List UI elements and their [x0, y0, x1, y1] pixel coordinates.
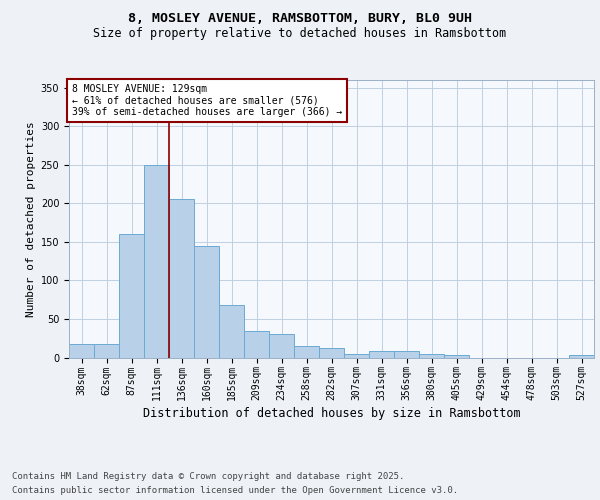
Bar [394, 352, 419, 358]
Bar [169, 200, 194, 358]
Bar [419, 354, 444, 358]
Bar [319, 348, 344, 358]
Bar [119, 234, 144, 358]
Bar [294, 346, 319, 358]
Bar [194, 246, 219, 358]
Bar [369, 352, 394, 358]
Bar [69, 344, 94, 357]
Bar [219, 305, 244, 358]
Bar [144, 165, 169, 358]
Bar [444, 355, 469, 358]
Text: Size of property relative to detached houses in Ramsbottom: Size of property relative to detached ho… [94, 28, 506, 40]
Bar [569, 355, 594, 358]
Text: Contains HM Land Registry data © Crown copyright and database right 2025.: Contains HM Land Registry data © Crown c… [12, 472, 404, 481]
Text: 8, MOSLEY AVENUE, RAMSBOTTOM, BURY, BL0 9UH: 8, MOSLEY AVENUE, RAMSBOTTOM, BURY, BL0 … [128, 12, 472, 26]
Y-axis label: Number of detached properties: Number of detached properties [26, 121, 37, 316]
Bar [269, 334, 294, 357]
X-axis label: Distribution of detached houses by size in Ramsbottom: Distribution of detached houses by size … [143, 408, 520, 420]
Bar [344, 354, 369, 358]
Bar [94, 344, 119, 357]
Text: Contains public sector information licensed under the Open Government Licence v3: Contains public sector information licen… [12, 486, 458, 495]
Text: 8 MOSLEY AVENUE: 129sqm
← 61% of detached houses are smaller (576)
39% of semi-d: 8 MOSLEY AVENUE: 129sqm ← 61% of detache… [71, 84, 342, 117]
Bar [244, 330, 269, 357]
